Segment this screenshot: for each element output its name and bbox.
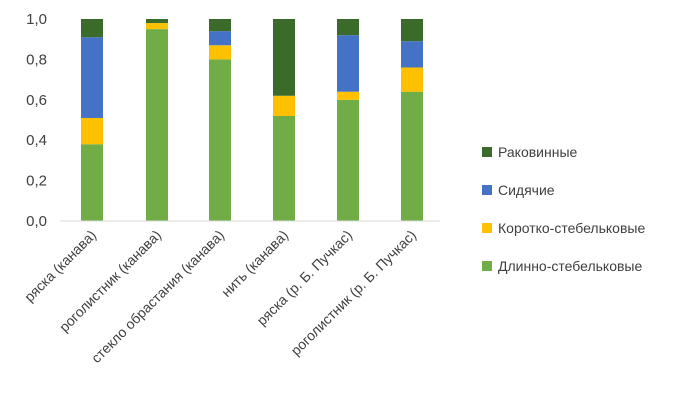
bar-segment <box>401 91 423 221</box>
bar-segment <box>146 29 168 221</box>
y-tick-label: 0,0 <box>26 213 47 230</box>
bar-segment <box>337 99 359 221</box>
bar-segment <box>401 41 423 68</box>
y-tick-label: 0,4 <box>26 132 47 149</box>
legend-swatch <box>482 147 492 157</box>
bar-segment <box>81 19 103 38</box>
bar-segment <box>273 115 295 221</box>
x-axis: ряска (канава)роголистник (канава)стекло… <box>21 220 440 366</box>
y-axis: 0,0 0,2 0,4 0,6 0,8 1,0 <box>26 11 47 230</box>
bar-segment <box>401 19 423 42</box>
bars <box>81 19 423 222</box>
legend-label: Коротко-стебельковые <box>498 220 645 236</box>
bar-segment <box>81 37 103 118</box>
bar-segment <box>209 19 231 32</box>
bar-segment <box>209 59 231 222</box>
legend-swatch <box>482 223 492 233</box>
bar-segment <box>273 95 295 116</box>
y-tick-label: 1,0 <box>26 11 47 28</box>
legend-label: Длинно-стебельковые <box>498 258 642 274</box>
legend-label: Раковинные <box>498 144 578 160</box>
legend-swatch <box>482 185 492 195</box>
legend-label: Сидячие <box>498 182 555 198</box>
y-tick-label: 0,2 <box>26 173 47 190</box>
x-category-label: роголистник (р. Б. Пучкас) <box>287 227 419 359</box>
bar-segment <box>337 35 359 92</box>
x-category-label: нить (канава) <box>218 227 291 300</box>
bar-segment <box>146 19 168 24</box>
y-tick-label: 0,8 <box>26 51 47 68</box>
bar-segment <box>337 19 359 36</box>
bar-segment <box>209 31 231 46</box>
x-category-label: стекло обрастания (канава) <box>88 227 227 366</box>
bar-segment <box>209 45 231 60</box>
bar-segment <box>81 117 103 145</box>
bar-segment <box>337 91 359 100</box>
legend: Раковинные Сидячие Коротко-стебельковые Дли… <box>482 144 645 274</box>
bar-segment <box>401 67 423 92</box>
y-tick-label: 0,6 <box>26 92 47 109</box>
legend-swatch <box>482 261 492 271</box>
bar-segment <box>273 19 295 96</box>
bar-segment <box>81 144 103 221</box>
bar-segment <box>146 23 168 30</box>
